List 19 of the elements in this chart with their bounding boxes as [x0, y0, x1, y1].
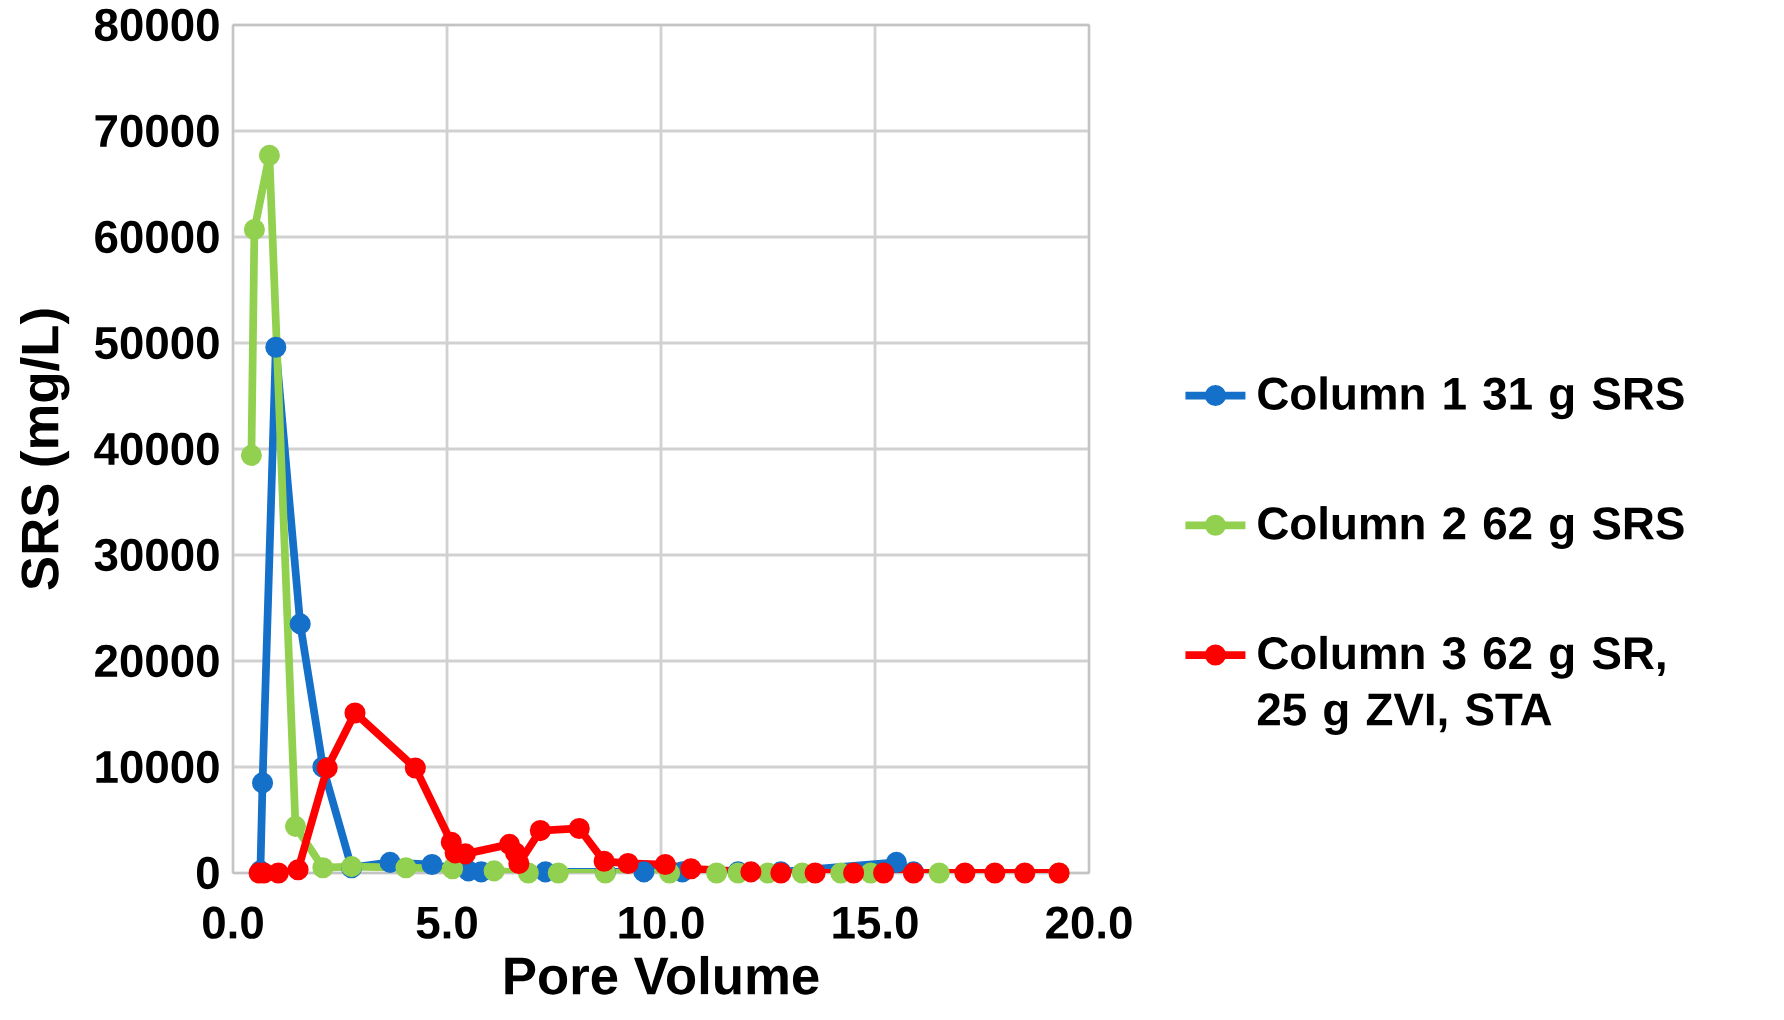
y-axis-title: SRS (mg/L) [20, 309, 70, 590]
y-tick-label: 20000 [95, 644, 219, 678]
y-tick-label: 0 [197, 856, 219, 890]
y-tick-label: 50000 [94, 326, 219, 360]
y-tick-label: 30000 [94, 538, 219, 572]
y-tick-label: 40000 [94, 432, 219, 466]
legend-label: Column 2 62 g SRS [1258, 506, 1684, 549]
y-tick-label: 80000 [94, 8, 219, 42]
y-tick-label: 10000 [96, 750, 219, 784]
x-tick-label: 10.0 [619, 906, 704, 939]
x-tick-label: 0.0 [203, 906, 263, 939]
legend-label: Column 1 31 g SRS [1258, 376, 1684, 420]
x-tick-label: 15.0 [833, 906, 918, 939]
x-axis-title: Pore Volume [505, 955, 819, 995]
x-tick-label: 5.0 [416, 906, 477, 939]
y-tick-label: 70000 [95, 114, 219, 148]
y-tick-label: 60000 [95, 220, 219, 254]
x-tick-label: 20.0 [1046, 906, 1132, 939]
legend-label: Column 3 62 g SR, 25 g ZVI, STA [1257, 635, 1665, 735]
